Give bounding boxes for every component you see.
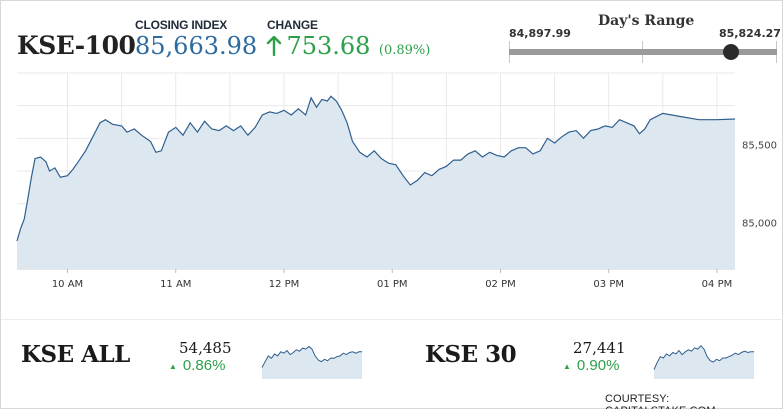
y-tick-label: 85,000 [742, 218, 777, 229]
series-line [16, 95, 736, 242]
x-tick-label: 02 PM [485, 279, 516, 290]
change-label: CHANGE [267, 18, 318, 32]
days-range-title: Day's Range [598, 13, 695, 29]
sparkline-fill [654, 345, 754, 379]
closing-index-label: CLOSING INDEX [135, 18, 228, 32]
mini-sparkline [653, 344, 754, 379]
x-tick-label: 01 PM [377, 279, 408, 290]
days-range-marker [723, 44, 740, 60]
mini-index-change-value: 0.90% [576, 357, 620, 374]
mini-index-change-value: 0.86% [182, 357, 226, 374]
mini-index-name: KSE 30 [425, 341, 517, 368]
change-block: 753.68 (0.89%) [266, 32, 430, 61]
mini-index-value: 54,485 [179, 339, 232, 357]
divider [1, 319, 783, 320]
change-value: 753.68 [286, 32, 371, 60]
days-range-low: 84,897.99 [509, 27, 571, 40]
index-name: KSE-100 [17, 31, 136, 60]
up-arrow-icon [266, 35, 282, 61]
x-tick-label: 03 PM [593, 279, 624, 290]
x-tick-label: 12 PM [269, 279, 300, 290]
y-tick-label: 85,500 [742, 141, 777, 152]
courtesy-credit: COURTESY: CAPITALSTAKE.COM [605, 393, 716, 409]
days-range-high: 85,824.27 [719, 27, 781, 40]
mini-sparkline [261, 345, 362, 379]
up-triangle-icon: ▲ [169, 361, 177, 371]
mini-index-name: KSE ALL [21, 341, 130, 368]
chart-area-fill [17, 96, 735, 269]
x-tick-label: 10 AM [52, 279, 83, 290]
closing-index-value: 85,663.98 [135, 32, 258, 60]
mini-index-value: 27,441 [573, 339, 626, 357]
up-triangle-icon: ▲ [563, 361, 571, 371]
x-tick-label: 04 PM [702, 279, 733, 290]
sparkline-line [653, 344, 754, 370]
mini-index-change: ▲ 0.86% [169, 357, 225, 374]
x-tick-label: 11 AM [160, 279, 191, 290]
sparkline-fill [262, 346, 362, 379]
mini-index-change: ▲ 0.90% [563, 357, 619, 374]
days-range-bar [509, 49, 777, 55]
intraday-chart: 85,000 85,500 10 AM 11 AM 12 PM 01 PM 02 PM 03 … [16, 72, 777, 290]
sparkline-line [261, 345, 362, 368]
change-percent: (0.89%) [378, 43, 431, 58]
